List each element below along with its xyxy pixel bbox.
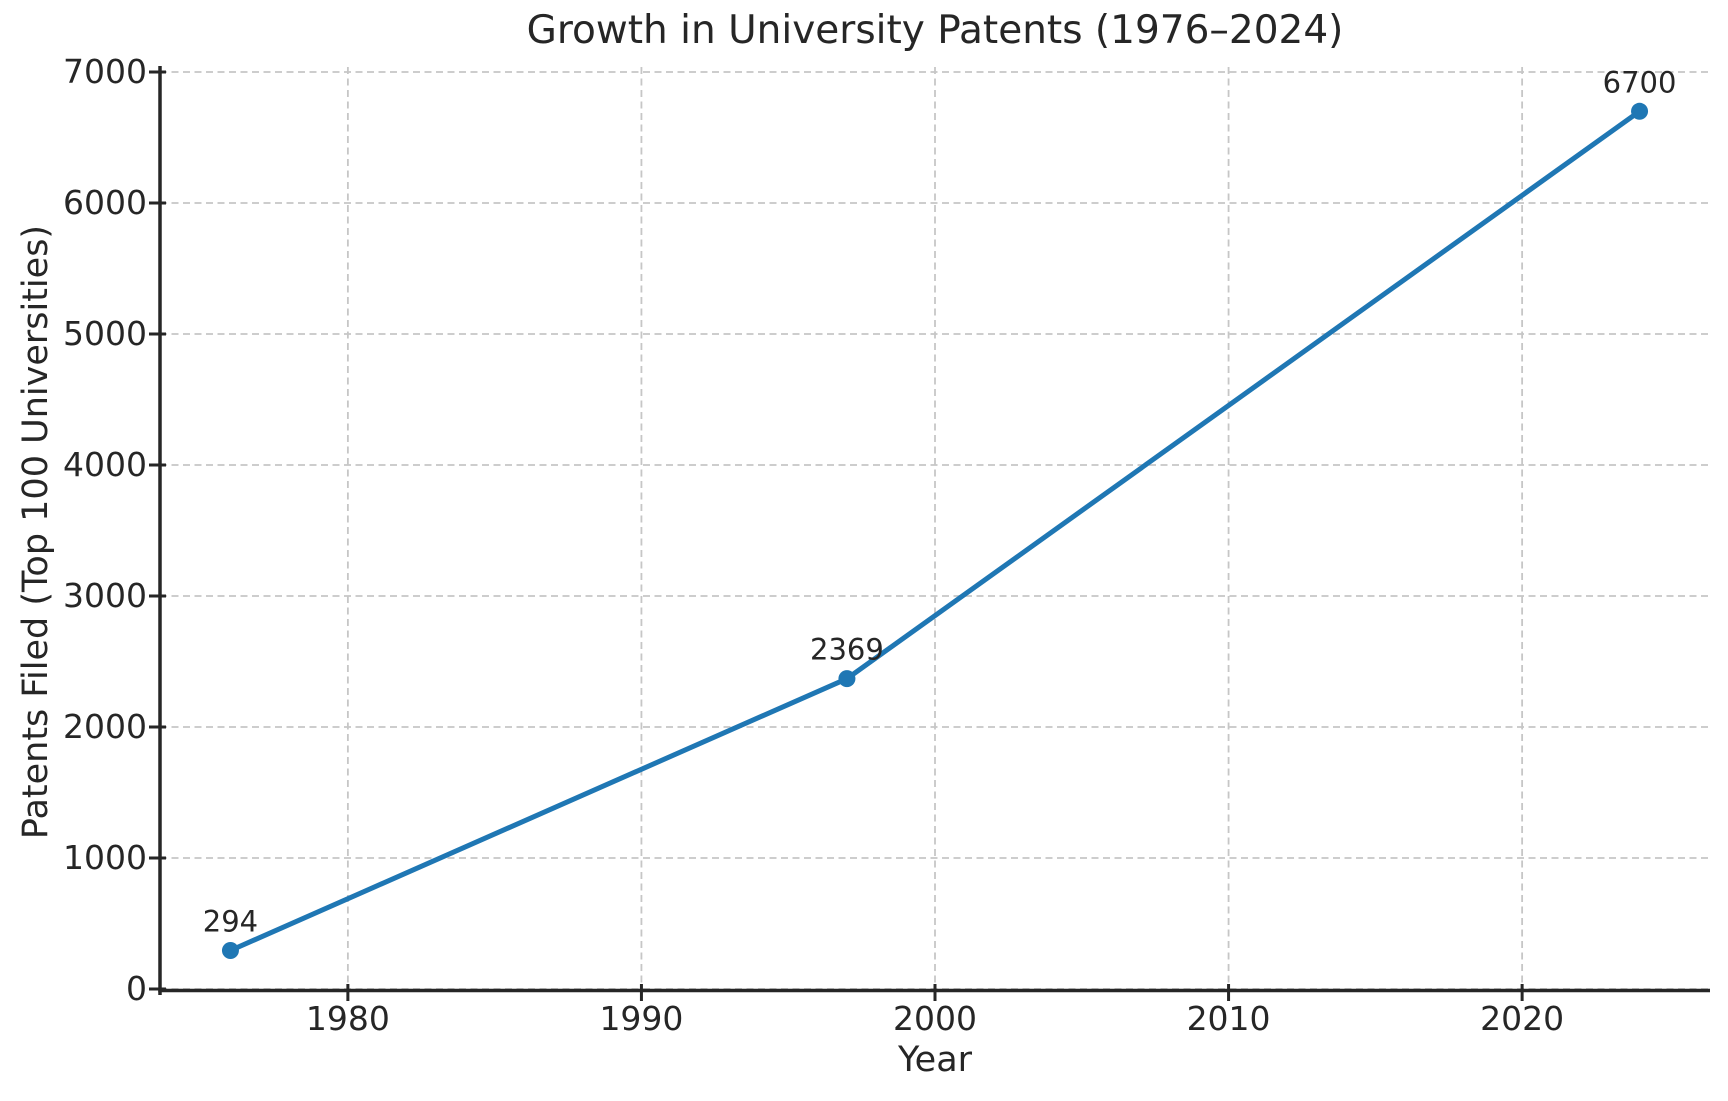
x-tick-label: 1990 — [599, 999, 683, 1038]
point-label: 6700 — [1603, 65, 1677, 99]
y-tick-label: 6000 — [63, 183, 147, 222]
x-tick-label: 2010 — [1187, 999, 1271, 1038]
data-point — [221, 941, 239, 959]
y-tick-label: 3000 — [63, 576, 147, 615]
data-point — [1631, 102, 1649, 120]
y-tick-label: 1000 — [63, 838, 147, 877]
y-tick-label: 2000 — [63, 707, 147, 746]
x-tick-label: 2000 — [893, 999, 977, 1038]
y-tick-label: 4000 — [63, 445, 147, 484]
x-axis-label: Year — [897, 1040, 973, 1080]
point-label: 294 — [203, 904, 258, 938]
data-point — [838, 670, 856, 688]
y-tick-label: 5000 — [63, 314, 147, 353]
chart-title: Growth in University Patents (1976–2024) — [526, 8, 1344, 53]
x-tick-label: 2020 — [1480, 999, 1564, 1038]
x-tick-label: 1980 — [306, 999, 390, 1038]
y-tick-label: 0 — [126, 969, 147, 1008]
y-tick-label: 7000 — [63, 52, 147, 91]
point-label: 2369 — [810, 633, 884, 667]
